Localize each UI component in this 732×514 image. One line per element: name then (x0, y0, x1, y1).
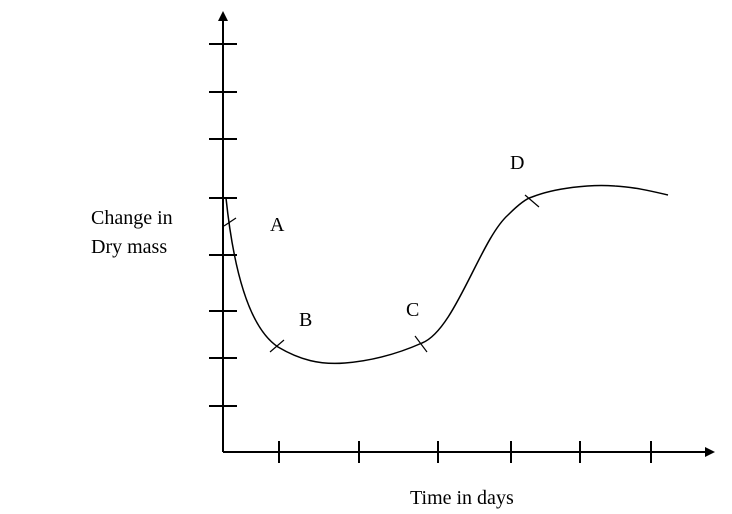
curve-mark-a (223, 217, 237, 227)
curve-mark-c (414, 335, 428, 353)
data-curve (225, 184, 669, 365)
y-axis-ticks (209, 43, 237, 407)
curve-mark-b (269, 339, 285, 353)
point-label-a: A (270, 214, 285, 236)
point-label-d: D (510, 152, 524, 174)
y-axis-label-line-1: Change in (91, 207, 173, 229)
curve-mark-d (524, 194, 540, 208)
point-label-b: B (299, 309, 312, 331)
y-axis-label-line-2: Dry mass (91, 236, 167, 258)
x-axis-ticks (278, 441, 652, 463)
x-axis-label: Time in days (410, 487, 514, 509)
point-label-c: C (406, 299, 419, 321)
